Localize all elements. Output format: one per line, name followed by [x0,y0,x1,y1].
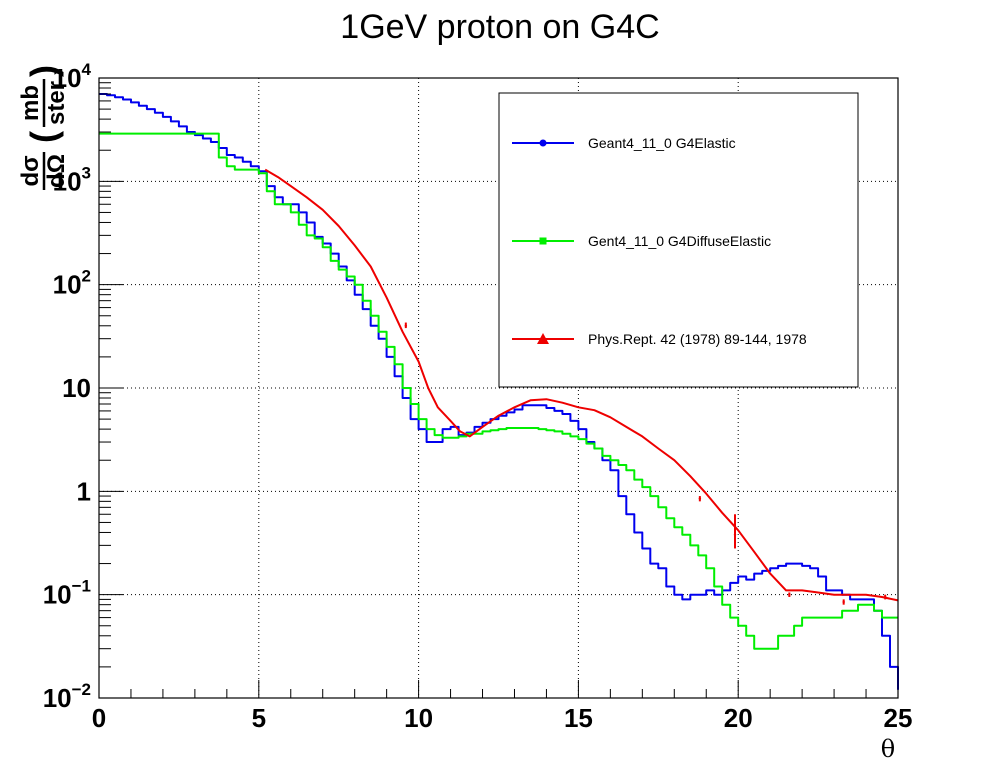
series-line-physrept [264,168,899,602]
legend-entry-g4elastic: Geant4_11_0 G4Elastic [512,135,736,151]
legend-marker-circle [539,139,547,147]
y-axis-label: dσ dΩ ( mb ster ) [17,65,70,190]
series-layer [99,93,899,690]
legend-label-g4diffuseelastic: Gent4_11_0 G4DiffuseElastic [588,233,771,249]
y-tick-label: 102 [53,267,91,300]
data-point [788,593,791,596]
data-points-layer [404,322,887,605]
x-axis-label: θ [881,735,895,763]
y-tick-label: 10−1 [43,577,91,610]
y-tick-labels: 10−2 10−1 1 10 102 103 104 [43,60,92,713]
legend: Geant4_11_0 G4Elastic Gent4_11_0 G4Diffu… [498,92,859,388]
y-label-close-paren: ) [23,65,64,77]
legend-entry-physrept: Phys.Rept. 42 (1978) 89-144, 1978 [512,331,807,347]
data-point [733,533,737,536]
x-tick-label: 15 [564,703,593,733]
data-point [884,595,887,599]
chart-title: 1GeV proton on G4C [340,8,659,46]
y-tick-label: 1 [77,476,91,506]
y-tick-label: 10−2 [43,680,91,713]
y-label-numerator: dσ [17,155,44,186]
y-label-unit-numerator: mb [17,85,44,121]
series-line-g4diffuseelastic [99,132,898,650]
legend-marker-square [539,237,547,245]
data-point [404,324,408,327]
legend-entry-g4diffuseelastic: Gent4_11_0 G4DiffuseElastic [512,233,771,249]
x-tick-label: 10 [404,703,433,733]
x-tick-label: 0 [92,703,106,733]
x-tick-labels: 0 5 10 15 20 25 [92,703,913,733]
axis-ticks [98,77,899,699]
grid-lines [99,78,898,698]
legend-label-physrept: Phys.Rept. 42 (1978) 89-144, 1978 [588,331,807,347]
legend-marker-triangle [537,333,549,344]
y-label-open-paren: ( [23,131,64,143]
y-tick-label: 104 [53,60,92,93]
y-label-unit-denominator: ster [43,81,70,125]
x-tick-label: 20 [724,703,753,733]
x-tick-label: 25 [884,703,913,733]
y-label-denominator: dΩ [43,154,70,188]
y-tick-label: 10 [62,373,91,403]
data-point [842,600,845,604]
x-tick-label: 5 [252,703,266,733]
legend-label-g4elastic: Geant4_11_0 G4Elastic [588,135,736,151]
data-point [698,497,702,500]
y-tick-label: 103 [53,163,91,196]
